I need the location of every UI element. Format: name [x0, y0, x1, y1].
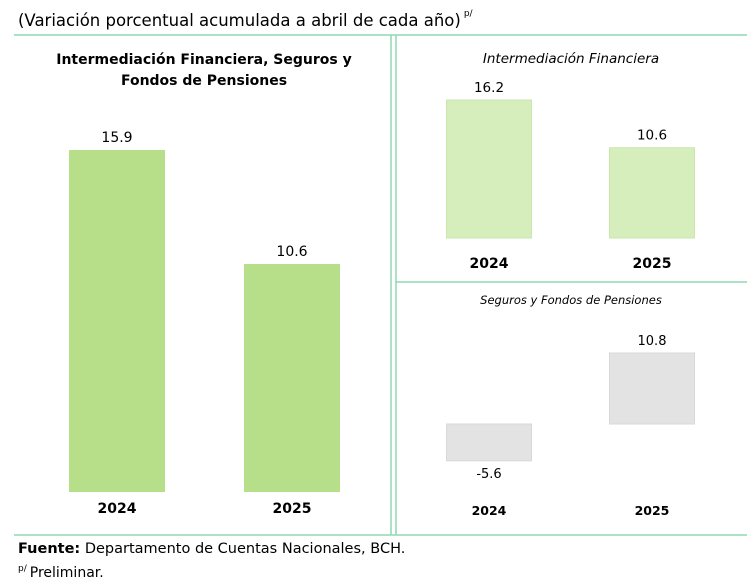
panel-total-title-line2: Fondos de Pensiones: [121, 73, 287, 89]
chart-subtitle: (Variación porcentual acumulada a abril …: [18, 9, 473, 30]
preliminary-note: p/Preliminar.: [18, 564, 104, 581]
seguros-bar-2024: [446, 423, 532, 462]
source-text: Departamento de Cuentas Nacionales, BCH.: [84, 541, 406, 557]
total-category-label-2024: 2024: [98, 501, 137, 517]
seguros-bar-2025: [609, 352, 695, 425]
intermediacion-bar-2025: [609, 147, 695, 239]
seguros-value-label-2024: -5.6: [476, 467, 501, 482]
preliminary-marker: p/: [18, 564, 27, 574]
intermediacion-value-label-2025: 10.6: [637, 128, 667, 144]
panel-intermediacion-title: Intermediación Financiera: [483, 51, 659, 67]
total-bar-2025: [244, 264, 340, 492]
source-note: Fuente: Departamento de Cuentas Nacional…: [18, 541, 405, 557]
total-bar-2024: [69, 150, 165, 492]
total-value-label-2024: 15.9: [101, 130, 132, 146]
seguros-value-label-2025: 10.8: [638, 334, 667, 349]
subtitle-text: (Variación porcentual acumulada a abril …: [18, 11, 461, 30]
intermediacion-bar-2024: [446, 99, 532, 239]
preliminary-text: Preliminar.: [29, 565, 104, 581]
seguros-category-label-2024: 2024: [472, 503, 507, 518]
total-value-label-2025: 10.6: [276, 244, 307, 260]
panel-intermediacion: Intermediación Financiera 16.2 2024 10.6 20…: [446, 51, 695, 272]
intermediacion-value-label-2024: 16.2: [474, 80, 504, 96]
intermediacion-category-label-2024: 2024: [470, 256, 509, 272]
panel-total-title-line1: Intermediación Financiera, Seguros y: [56, 52, 351, 68]
subtitle-superscript: p/: [463, 9, 473, 19]
panel-seguros: Seguros y Fondos de Pensiones -5.6 2024 10…: [446, 293, 695, 518]
seguros-category-label-2025: 2025: [635, 503, 670, 518]
panel-seguros-title: Seguros y Fondos de Pensiones: [480, 293, 662, 307]
intermediacion-category-label-2025: 2025: [633, 256, 672, 272]
source-label: Fuente:: [18, 541, 81, 557]
total-category-label-2025: 2025: [273, 501, 312, 517]
panel-total: Intermediación Financiera, Seguros y Fon…: [56, 52, 351, 517]
